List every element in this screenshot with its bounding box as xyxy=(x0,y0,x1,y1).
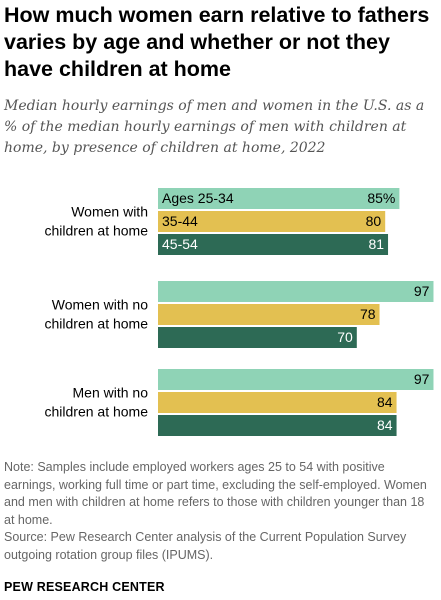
group-label: Men with no children at home xyxy=(44,385,148,420)
group-label: Women with children at home xyxy=(44,204,148,239)
bar xyxy=(158,304,380,325)
data-label: 78 xyxy=(360,306,376,322)
series-label: 45-54 xyxy=(162,236,198,252)
bar xyxy=(158,392,397,413)
bar-chart: Women with children at home 85% Ages 25-34 8… xyxy=(44,188,434,436)
series-label: Ages 25-34 xyxy=(162,190,234,206)
data-label: 70 xyxy=(337,329,353,345)
data-label: 80 xyxy=(366,213,382,229)
note-text: Note: Samples include employed workers a… xyxy=(4,460,427,527)
bar xyxy=(158,415,397,436)
chart-subtitle: Median hourly earnings of men and women … xyxy=(4,98,425,156)
brand-logo-text: PEW RESEARCH CENTER xyxy=(4,580,165,594)
bar xyxy=(158,327,357,348)
data-label: 81 xyxy=(368,236,384,252)
bar xyxy=(158,234,389,255)
data-label: 97 xyxy=(414,283,430,299)
bar xyxy=(158,188,400,209)
series-label: 35-44 xyxy=(162,213,198,229)
data-label: 85% xyxy=(367,190,395,206)
bar xyxy=(158,281,434,302)
group-label: Women with no children at home xyxy=(44,297,148,332)
data-label: 84 xyxy=(377,417,393,433)
bar xyxy=(158,369,434,390)
chart-title: How much women earn relative to fathers … xyxy=(4,3,430,81)
chart-notes: Note: Samples include employed workers a… xyxy=(4,459,438,564)
data-label: 84 xyxy=(377,394,393,410)
bar xyxy=(158,211,386,232)
data-label: 97 xyxy=(414,371,430,387)
source-text: Source: Pew Research Center analysis of … xyxy=(4,530,407,562)
